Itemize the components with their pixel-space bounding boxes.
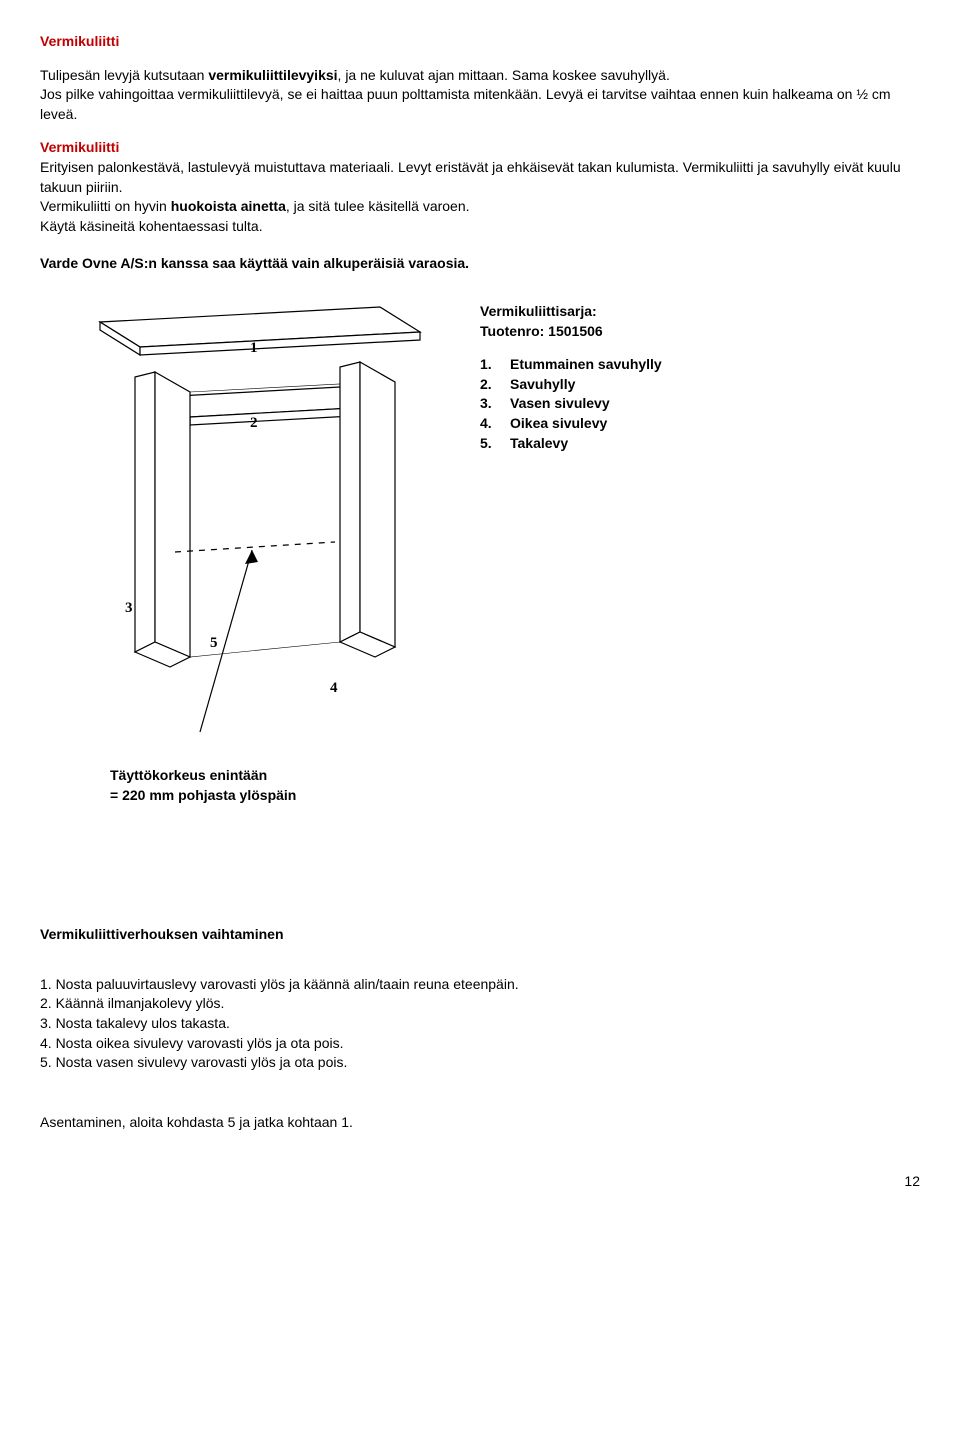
part-4 [340,362,395,657]
label-2: 2 [250,415,258,431]
section2-heading: Vermikuliitti [40,139,119,155]
replace-heading: Vermikuliittiverhouksen vaihtaminen [40,925,920,945]
legend-text: Savuhylly [510,375,575,395]
legend-num: 5. [480,434,510,454]
step: 2. Käännä ilmanjakolevy ylös. [40,994,920,1014]
step: 1. Nosta paluuvirtauslevy varovasti ylös… [40,975,920,995]
section2-p1: Erityisen palonkestävä, lastulevyä muist… [40,159,901,195]
label-4: 4 [330,680,338,696]
legend-title1: Vermikuliittisarja: [480,303,597,319]
step: 5. Nosta vasen sivulevy varovasti ylös j… [40,1053,920,1073]
intro-p1c: , ja ne kuluvat ajan mittaan. Sama koske… [338,67,670,83]
step: 4. Nosta oikea sivulevy varovasti ylös j… [40,1034,920,1054]
fill-line1: Täyttökorkeus enintään [110,767,267,783]
legend-text: Vasen sivulevy [510,394,610,414]
part-3 [135,372,190,667]
diagram: 1 2 3 4 [40,292,460,805]
legend: Vermikuliittisarja: Tuotenro: 1501506 1.… [460,292,920,453]
fill-line [175,542,335,552]
legend-item: 2.Savuhylly [480,375,920,395]
warning: Varde Ovne A/S:n kanssa saa käyttää vain… [40,254,920,274]
label-1: 1 [250,340,258,356]
intro-p1b: vermikuliittilevyiksi [208,67,337,83]
legend-list: 1.Etummainen savuhylly 2.Savuhylly 3.Vas… [480,355,920,453]
legend-num: 1. [480,355,510,375]
section2-p2c: , ja sitä tulee käsitellä varoen. [286,198,470,214]
legend-item: 4.Oikea sivulevy [480,414,920,434]
label-3: 3 [125,600,133,616]
legend-num: 4. [480,414,510,434]
fill-note: Täyttökorkeus enintään = 220 mm pohjasta… [110,766,460,805]
legend-item: 1.Etummainen savuhylly [480,355,920,375]
page-number: 12 [40,1172,920,1192]
legend-num: 2. [480,375,510,395]
step: 3. Nosta takalevy ulos takasta. [40,1014,920,1034]
legend-title2: Tuotenro: 1501506 [480,323,603,339]
section2-p2a: Vermikuliitti on hyvin [40,198,171,214]
page-title: Vermikuliitti [40,32,920,52]
section2: Vermikuliitti Erityisen palonkestävä, la… [40,138,920,236]
part-5 [190,384,340,657]
fill-line2: = 220 mm pohjasta ylöspäin [110,787,296,803]
legend-text: Etummainen savuhylly [510,355,662,375]
section2-p3: Käytä käsineitä kohentaessasi tulta. [40,218,263,234]
replace-steps: 1. Nosta paluuvirtauslevy varovasti ylös… [40,975,920,1073]
diagram-row: 1 2 3 4 [40,292,920,805]
arrow-line [200,550,252,732]
legend-title: Vermikuliittisarja: Tuotenro: 1501506 [480,302,920,341]
intro-p1: Tulipesän levyjä kutsutaan vermikuliitti… [40,66,920,86]
legend-text: Oikea sivulevy [510,414,607,434]
legend-item: 3.Vasen sivulevy [480,394,920,414]
section2-p2b: huokoista ainetta [171,198,286,214]
intro-p2: Jos pilke vahingoittaa vermikuliittilevy… [40,85,920,124]
part-1 [100,307,420,355]
intro-p1a: Tulipesän levyjä kutsutaan [40,67,208,83]
assembly-note: Asentaminen, aloita kohdasta 5 ja jatka … [40,1113,920,1133]
legend-text: Takalevy [510,434,568,454]
label-5: 5 [210,635,218,651]
legend-num: 3. [480,394,510,414]
legend-item: 5.Takalevy [480,434,920,454]
part-2 [160,387,370,425]
arrow-head [245,550,258,564]
